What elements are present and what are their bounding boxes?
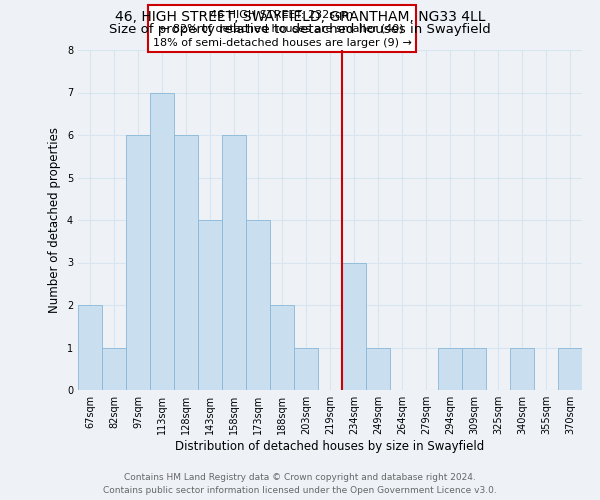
Bar [510,348,534,390]
Bar [558,348,582,390]
Bar [342,262,366,390]
Bar [294,348,318,390]
Bar [366,348,390,390]
Text: 46 HIGH STREET: 232sqm
← 82% of detached houses are smaller (40)
18% of semi-det: 46 HIGH STREET: 232sqm ← 82% of detached… [152,10,412,48]
Bar [198,220,222,390]
Bar [150,92,174,390]
Bar [270,305,294,390]
Bar [174,135,198,390]
Bar [102,348,126,390]
Bar [222,135,246,390]
Text: 46, HIGH STREET, SWAYFIELD, GRANTHAM, NG33 4LL: 46, HIGH STREET, SWAYFIELD, GRANTHAM, NG… [115,10,485,24]
X-axis label: Distribution of detached houses by size in Swayfield: Distribution of detached houses by size … [175,440,485,453]
Y-axis label: Number of detached properties: Number of detached properties [49,127,61,313]
Bar [78,305,102,390]
Bar [462,348,486,390]
Bar [126,135,150,390]
Text: Contains HM Land Registry data © Crown copyright and database right 2024.
Contai: Contains HM Land Registry data © Crown c… [103,474,497,495]
Bar [438,348,462,390]
Bar [246,220,270,390]
Text: Size of property relative to detached houses in Swayfield: Size of property relative to detached ho… [109,22,491,36]
